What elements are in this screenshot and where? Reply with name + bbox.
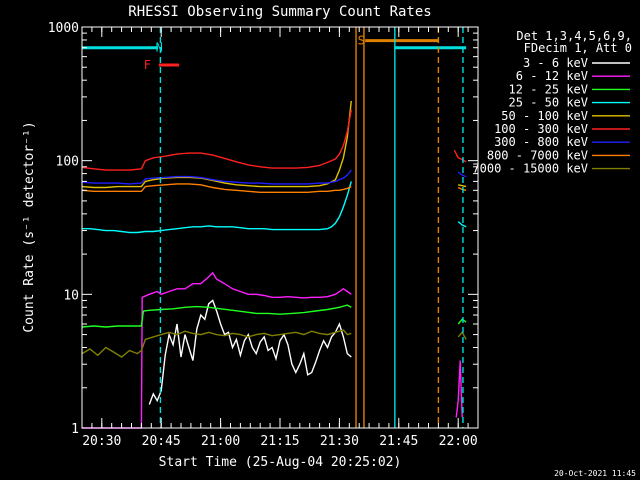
y-axis-label: Count Rate (s⁻¹ detector⁻¹) [22, 121, 37, 332]
legend-entry-label: 800 - 7000 keV [487, 148, 588, 162]
series-line-2 [457, 318, 467, 325]
x-tick-label: 21:15 [260, 434, 299, 449]
annotation-label: N [156, 41, 163, 55]
series-line-7 [457, 186, 467, 191]
x-tick-label: 21:00 [201, 434, 240, 449]
series-line-6 [81, 169, 352, 185]
legend-entry-label: 25 - 50 keV [509, 96, 588, 110]
state-layer [82, 39, 467, 67]
marker-layer [159, 27, 464, 428]
series-line-3 [82, 181, 352, 234]
x-axis-label: Start Time (25-Aug-04 20:25:02) [159, 455, 402, 470]
chart-title: RHESSI Observing Summary Count Rates [128, 4, 431, 20]
x-tick-label: 20:45 [142, 434, 181, 449]
series-line-1 [82, 271, 352, 429]
series-line-4 [458, 184, 467, 188]
y-tick-label: 1 [71, 422, 79, 437]
legend-entry-label: 100 - 300 keV [494, 122, 588, 136]
series-line-8 [457, 331, 467, 340]
series-line-3 [457, 221, 467, 228]
legend-entry-label: 300 - 800 keV [494, 135, 588, 149]
series-line-0 [148, 299, 352, 405]
series-line-6 [457, 171, 467, 178]
footer-date: 20-Oct-2021 11:45 [554, 469, 636, 478]
legend-entry-label: 12 - 25 keV [509, 82, 588, 96]
annotation-label: S [358, 34, 365, 48]
annotation-layer: NF S [144, 34, 365, 72]
series-line-2 [81, 304, 352, 328]
x-tick-label: 21:45 [379, 434, 418, 449]
legend-entry-label: 6 - 12 keV [516, 69, 588, 83]
legend-header-line-1: Det 1,3,4,5,6,9, [516, 29, 632, 43]
series-line-5 [453, 149, 467, 163]
legend-entry-label: 7000 - 15000 keV [472, 162, 588, 176]
y-tick-label: 1000 [48, 21, 79, 36]
series-layer [81, 100, 467, 429]
series-line-8 [81, 329, 352, 358]
axis-layer: 1 10 100 1000 20:30 20:45 21:00 21:15 21:30 21:45… [48, 21, 478, 449]
series-line-5 [81, 109, 352, 171]
plot-frame [81, 26, 479, 429]
series-line-7 [81, 183, 352, 193]
annotation-label: F [144, 58, 151, 72]
x-tick-label: 20:30 [82, 434, 121, 449]
x-tick-label: 21:30 [320, 434, 359, 449]
x-tick-label: 22:00 [439, 434, 478, 449]
series-line-1 [455, 360, 463, 418]
legend-header-line-2: FDecim 1, Att 0 [524, 41, 632, 55]
y-tick-label: 100 [56, 155, 79, 170]
legend-entry-label: 50 - 100 keV [501, 109, 588, 123]
legend-entry-label: 3 - 6 keV [523, 56, 588, 70]
y-tick-label: 10 [63, 288, 79, 303]
